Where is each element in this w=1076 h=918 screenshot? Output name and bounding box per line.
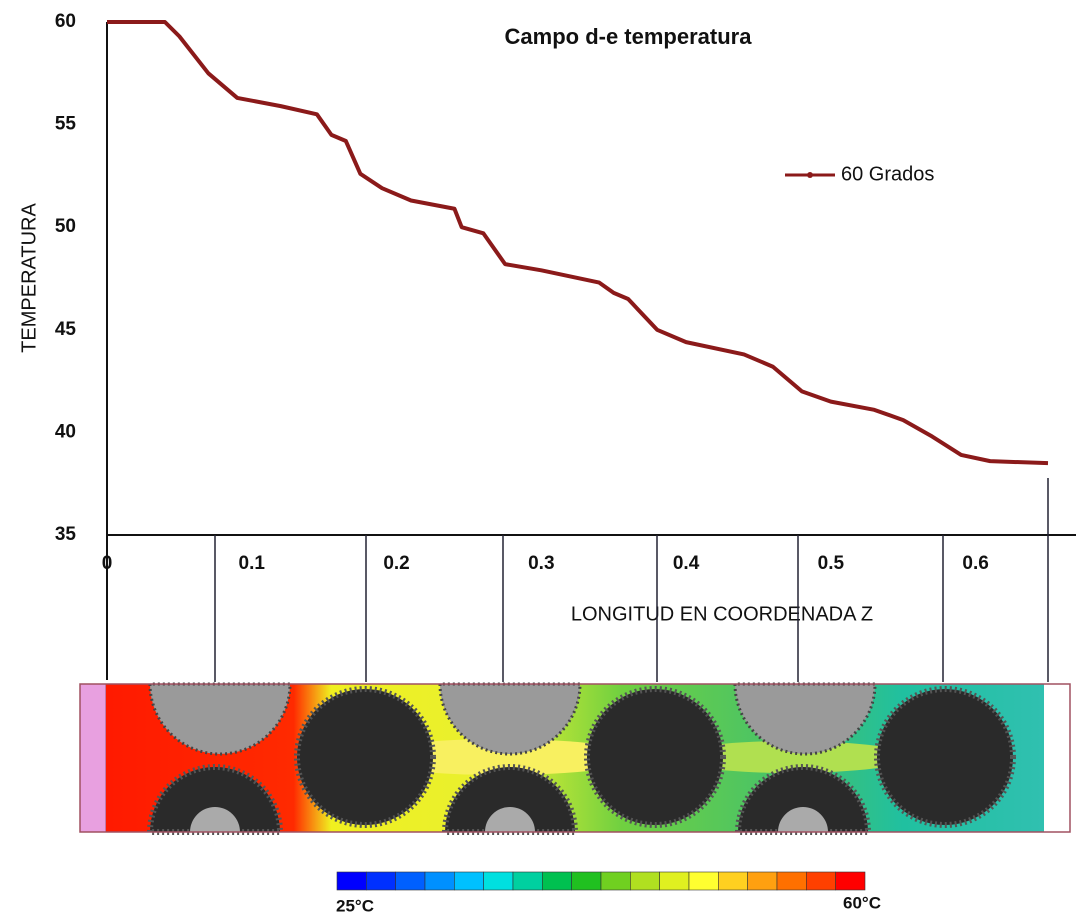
colorbar-swatch	[630, 871, 660, 891]
colorbar-label: 25°C	[336, 896, 374, 915]
data-line	[107, 20, 1049, 466]
colorbar-swatch	[747, 871, 778, 891]
colorbar-swatch	[806, 871, 836, 891]
colorbar-swatch	[659, 871, 690, 891]
x-axis-label: LONGITUD EN COORDENADA Z	[571, 603, 873, 625]
colorbar-swatch	[366, 871, 396, 891]
colorbar-swatch	[776, 871, 807, 891]
colorbar-label: 60°C	[843, 893, 881, 912]
y-tick-label: 35	[55, 524, 77, 545]
x-tick-label: 0.6	[962, 553, 988, 574]
legend-marker	[807, 172, 813, 178]
simulation-image	[79, 682, 1071, 835]
colorbar-swatch	[454, 871, 484, 891]
colorbar-swatch	[483, 871, 514, 891]
y-tick-label: 40	[55, 421, 76, 442]
y-tick-label: 55	[55, 114, 77, 135]
colorbar-swatch	[571, 871, 602, 891]
colorbar-swatch	[424, 871, 455, 891]
colorbar-swatch	[600, 871, 631, 891]
colorbar-swatch	[542, 871, 572, 891]
x-tick-label: 0.5	[818, 553, 845, 574]
colorbar-swatch	[688, 871, 719, 891]
y-axis-label: TEMPERATURA	[18, 203, 40, 353]
legend-label: 60 Grados	[841, 163, 934, 185]
colorbar-swatch	[718, 871, 748, 891]
x-tick-label: 0.3	[528, 553, 554, 574]
chart-title: Campo d-e temperatura	[505, 24, 753, 49]
colorbar-swatch	[512, 871, 543, 891]
x-tick-label: 0.2	[383, 553, 409, 574]
y-tick-label: 45	[55, 319, 77, 340]
y-tick-label: 50	[55, 216, 76, 237]
guide-lines	[214, 478, 1049, 682]
y-tick-label: 60	[55, 11, 76, 32]
x-tick-label: 0.1	[239, 553, 266, 574]
colorbar-swatch	[395, 871, 426, 891]
axes	[106, 22, 1076, 680]
colorbar-swatch	[336, 871, 367, 891]
colorbar-swatch	[835, 871, 866, 891]
x-tick-label: 0	[102, 553, 113, 574]
x-tick-label: 0.4	[673, 553, 700, 574]
colorbar: 25°C 60°C	[336, 871, 881, 915]
